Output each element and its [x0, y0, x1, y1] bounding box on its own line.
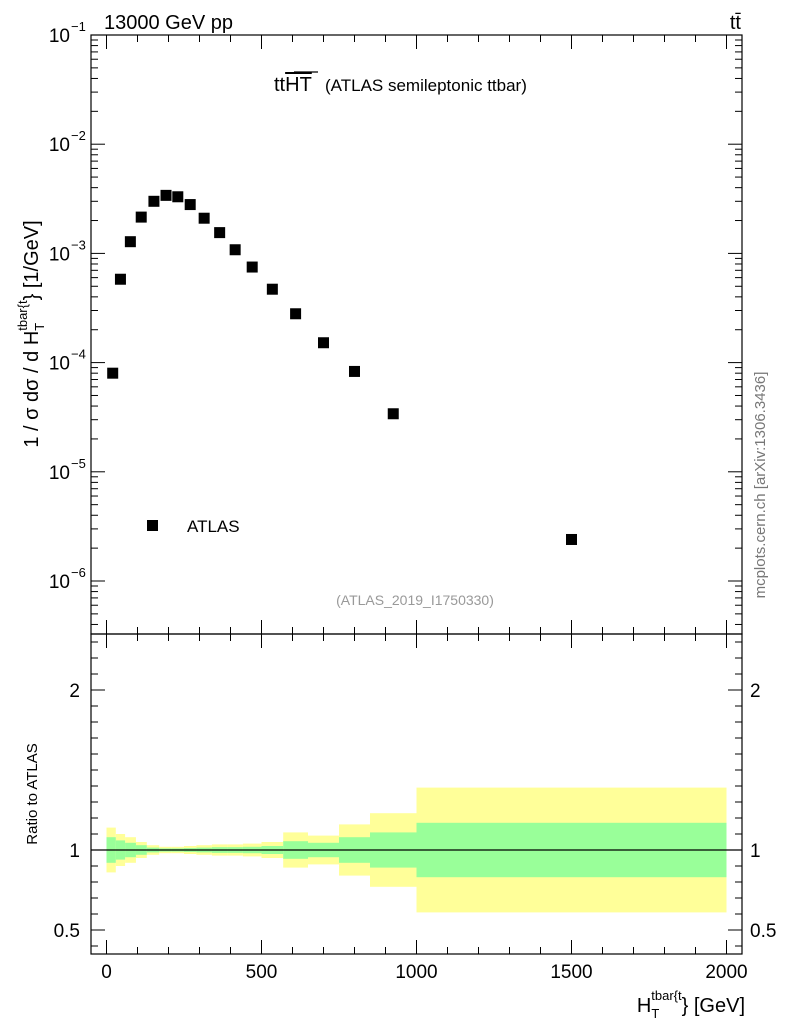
main-y-axis-label: 1 / σ dσ / d HTtbar{t} [1/GeV] — [15, 220, 47, 447]
ylabel-sup: tbar{t — [15, 300, 30, 331]
data-point — [160, 189, 172, 201]
ylabel-sub: T — [32, 323, 47, 331]
side-label: mcplots.cern.ch [arXiv:1306.3436] — [752, 372, 769, 599]
data-point — [135, 211, 147, 223]
xlabel-sup: tbar{t — [651, 988, 682, 1003]
legend-marker — [147, 520, 158, 531]
y-tick-exponent: −2 — [71, 128, 86, 143]
data-point — [172, 191, 184, 203]
data-point — [214, 227, 226, 239]
x-tick-labels: 0 500 1000 1500 2000 — [101, 962, 747, 983]
data-point — [229, 244, 241, 256]
data-point — [184, 199, 196, 211]
data-point — [318, 337, 329, 349]
y-tick-label: 10 — [49, 463, 70, 484]
ratio-y-tick-label-right: 2 — [750, 681, 761, 702]
main-panel-ticks — [91, 34, 742, 634]
data-point — [114, 273, 126, 285]
data-point — [124, 236, 136, 248]
analysis-tag: (ATLAS_2019_I1750330) — [336, 592, 494, 608]
main-panel: 10−610−510−410−310−210−1 ttHT (ATLAS sem… — [15, 19, 743, 635]
data-point — [290, 308, 302, 320]
y-tick-exponent: −6 — [71, 565, 86, 580]
ratio-y-tick-labels: 0.5 0.5 1 1 2 2 — [54, 681, 777, 942]
data-point — [246, 261, 258, 273]
legend-label: ATLAS — [187, 517, 240, 536]
y-tick-exponent: −3 — [71, 237, 86, 252]
ylabel-main: 1 / σ dσ / d H — [21, 331, 43, 448]
plot-title: ttHT — [274, 74, 312, 96]
ylabel-unit: } [1/GeV] — [21, 220, 43, 300]
ratio-y-tick-label-right: 1 — [750, 841, 761, 862]
xlabel-unit: } [GeV] — [682, 995, 745, 1017]
ratio-y-axis-label: Ratio to ATLAS — [24, 743, 41, 844]
data-point — [198, 212, 210, 224]
ratio-y-tick-label: 0.5 — [54, 921, 80, 942]
y-tick-label: 10 — [49, 244, 70, 265]
x-tick-label: 1000 — [395, 962, 437, 983]
y-tick-exponent: −4 — [71, 347, 86, 362]
plot-title-main: tt — [274, 74, 286, 96]
ratio-y-tick-label: 1 — [69, 841, 80, 862]
data-point — [107, 367, 119, 379]
svg-text:1 / σ dσ / d HTtbar{t} [1/GeV]: 1 / σ dσ / d HTtbar{t} [1/GeV] — [15, 220, 47, 447]
energy-label: 13000 GeV pp — [104, 12, 233, 34]
y-tick-label: 10 — [49, 26, 70, 47]
main-y-tick-labels: 10−610−510−410−310−210−1 — [49, 19, 86, 593]
y-tick-exponent: −1 — [71, 19, 86, 34]
x-tick-label: 1500 — [550, 962, 592, 983]
x-tick-label: 500 — [246, 962, 278, 983]
main-panel-frame — [90, 34, 743, 635]
process-label: tt̄ — [730, 12, 742, 34]
y-tick-label: 10 — [49, 135, 70, 156]
data-point — [266, 283, 278, 295]
y-tick-label: 10 — [49, 572, 70, 593]
plot-subtitle: (ATLAS semileptonic ttbar) — [325, 76, 527, 95]
data-point — [148, 195, 160, 207]
plot-title-overline: HT — [285, 74, 312, 96]
ratio-panel-ticks — [91, 634, 742, 954]
data-point — [387, 408, 399, 420]
y-tick-exponent: −5 — [71, 456, 86, 471]
x-tick-label: 0 — [101, 962, 112, 983]
x-axis-label: HTtbar{t} [GeV] — [637, 988, 745, 1021]
ratio-panel: 0.5 0.5 1 1 2 2 0 500 1000 1500 2000 Ratio to ATL… — [24, 633, 777, 1021]
ratio-y-tick-label-right: 0.5 — [750, 921, 776, 942]
xlabel-main: H — [637, 995, 651, 1017]
x-tick-label: 2000 — [705, 962, 747, 983]
data-point — [349, 365, 360, 377]
data-point — [566, 533, 577, 545]
data-markers — [107, 189, 577, 545]
xlabel-sub: T — [651, 1006, 659, 1021]
ratio-y-tick-label: 2 — [69, 681, 80, 702]
y-tick-label: 10 — [49, 354, 70, 375]
